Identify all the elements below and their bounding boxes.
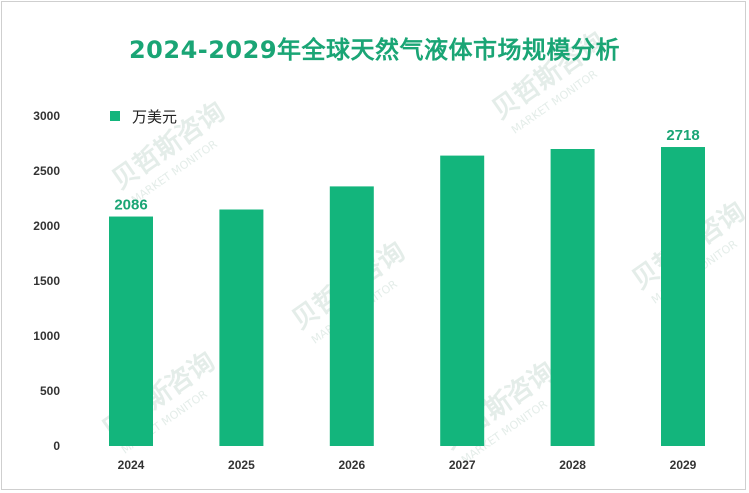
data-labels: 2086 2718 <box>114 127 699 214</box>
bar-2026 <box>329 186 374 446</box>
bar-2027 <box>440 155 485 446</box>
y-tick-label: 2000 <box>33 219 60 233</box>
chart-title: 2024-2029年全球天然气液体市场规模分析 <box>128 36 621 64</box>
y-tick-label: 1000 <box>33 329 60 343</box>
y-tick-label: 500 <box>40 384 60 398</box>
y-tick-label: 0 <box>53 439 60 453</box>
y-tick-label: 2500 <box>33 164 60 178</box>
y-tick-label: 1500 <box>33 274 60 288</box>
x-tick-label: 2028 <box>559 458 586 472</box>
x-tick-label: 2027 <box>449 458 476 472</box>
x-axis: 2024 2025 2026 2027 2028 2029 <box>118 458 697 472</box>
legend: 万美元 <box>110 108 177 126</box>
bar-2029 <box>661 147 705 446</box>
bar-2028 <box>550 149 595 446</box>
data-label-2029: 2718 <box>666 127 699 144</box>
bar-series <box>109 147 705 446</box>
data-label-2024: 2086 <box>114 197 147 214</box>
x-tick-label: 2025 <box>228 458 255 472</box>
legend-swatch <box>110 111 120 121</box>
y-tick-label: 3000 <box>33 109 60 123</box>
x-tick-label: 2029 <box>670 458 697 472</box>
x-tick-label: 2024 <box>118 458 145 472</box>
x-tick-label: 2026 <box>338 458 365 472</box>
legend-label: 万美元 <box>132 108 177 126</box>
bar-2025 <box>219 209 264 446</box>
y-axis: 0 500 1000 1500 2000 2500 3000 <box>33 109 60 453</box>
bar-2024 <box>109 216 153 446</box>
